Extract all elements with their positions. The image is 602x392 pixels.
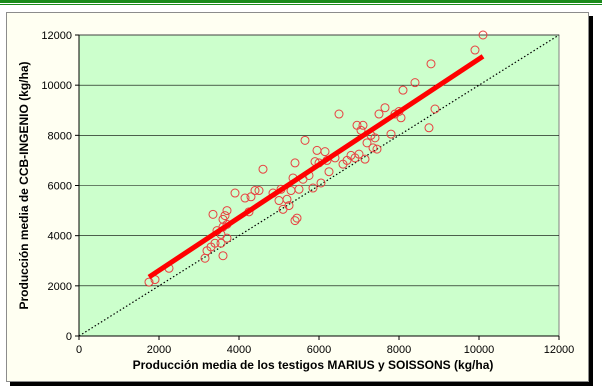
header-rule-thin [0, 4, 602, 5]
x-tick-label: 6000 [307, 344, 331, 356]
data-point [240, 193, 250, 203]
data-point [360, 154, 370, 164]
data-point [430, 104, 440, 114]
header-rule [0, 0, 602, 3]
data-point [358, 120, 368, 130]
data-point [370, 133, 380, 143]
x-tick-label: 8000 [387, 344, 411, 356]
data-point [246, 192, 256, 202]
data-point [380, 103, 390, 113]
data-point [374, 109, 384, 119]
x-axis-title: Producción media de los testigos MARIUS … [133, 358, 494, 372]
data-point [282, 194, 292, 204]
x-tick-labels: 0 2000 4000 6000 8000 10000 12000 [76, 344, 574, 356]
data-point [362, 138, 372, 148]
data-point [300, 135, 310, 145]
regression-line [147, 54, 485, 280]
x-tick-label: 4000 [227, 344, 251, 356]
chart-card: 0 2000 4000 6000 8000 10000 12000 0 2000 4000 600… [6, 12, 589, 382]
data-point [386, 129, 396, 139]
data-point [230, 188, 240, 198]
data-point [220, 211, 230, 221]
data-point [478, 30, 488, 40]
data-point [316, 178, 326, 188]
data-point [284, 201, 294, 211]
data-point [372, 144, 382, 154]
data-point [222, 233, 232, 243]
data-point [258, 164, 268, 174]
data-point [324, 167, 334, 177]
data-point [216, 238, 226, 248]
data-point [410, 78, 420, 88]
data-point [470, 45, 480, 55]
data-point [320, 147, 330, 157]
axes [75, 34, 560, 340]
data-point [290, 216, 300, 226]
data-point [354, 149, 364, 159]
data-point [254, 186, 264, 196]
x-tick-label: 2000 [147, 344, 171, 356]
y-tick-label: 0 [66, 331, 72, 343]
y-tick-label: 10000 [41, 80, 72, 92]
y-tick-label: 12000 [41, 30, 72, 42]
data-point [368, 143, 378, 153]
x-tick-label: 0 [76, 344, 82, 356]
data-point [290, 158, 300, 168]
data-point [334, 109, 344, 119]
data-point [396, 113, 406, 123]
data-point [222, 206, 232, 216]
data-point [250, 186, 260, 196]
y-tick-label: 2000 [48, 281, 72, 293]
y-tick-labels: 0 2000 4000 6000 8000 10000 12000 [41, 30, 72, 343]
data-point [398, 85, 408, 95]
data-point [308, 183, 318, 193]
data-point [218, 251, 228, 261]
data-point [208, 209, 218, 219]
scatter-chart: 0 2000 4000 6000 8000 10000 12000 0 2000 4000 600… [17, 30, 574, 372]
data-point [210, 238, 220, 248]
y-tick-label: 8000 [48, 130, 72, 142]
data-point [294, 184, 304, 194]
regression-line-path [147, 54, 485, 280]
y-axis-title: Producción media de CCB-INGENIO (kg/ha) [17, 61, 31, 309]
data-point [292, 213, 302, 223]
data-point [426, 59, 436, 69]
x-tick-label: 10000 [464, 344, 495, 356]
data-point [424, 123, 434, 133]
x-tick-label: 12000 [544, 344, 575, 356]
y-tick-label: 6000 [48, 181, 72, 193]
y-tick-label: 4000 [48, 231, 72, 243]
data-point [144, 277, 154, 287]
